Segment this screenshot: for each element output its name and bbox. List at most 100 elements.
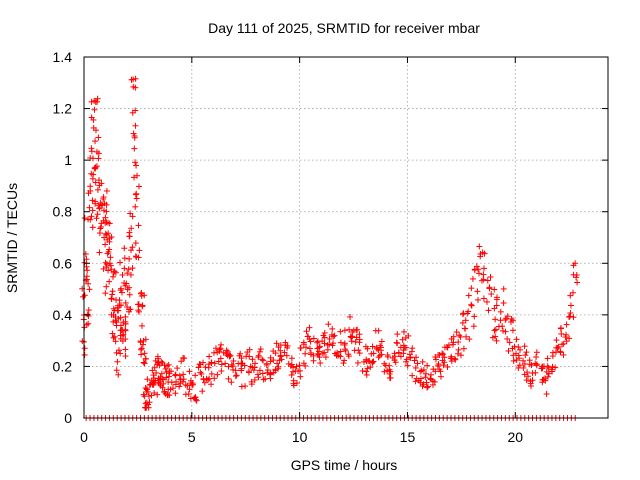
data-point [192, 396, 199, 403]
data-point [429, 381, 436, 388]
data-point [440, 362, 447, 369]
data-point [127, 247, 134, 254]
data-point [341, 357, 348, 364]
data-point [509, 327, 516, 334]
data-point [144, 376, 151, 383]
data-point [134, 172, 141, 179]
data-point [304, 333, 311, 340]
data-point [569, 289, 576, 296]
data-point [387, 374, 394, 381]
data-point [433, 356, 440, 363]
data-point [278, 356, 285, 363]
data-point [86, 286, 93, 293]
data-point [270, 348, 277, 355]
data-point [316, 343, 323, 350]
data-point [321, 329, 328, 336]
data-point [367, 364, 374, 371]
data-point [471, 266, 478, 273]
data-point [111, 333, 118, 340]
data-point [502, 328, 509, 335]
data-point [363, 371, 370, 378]
data-point [499, 323, 506, 330]
data-point [377, 342, 384, 349]
data-point [262, 375, 269, 382]
data-point [463, 333, 470, 340]
data-point [225, 375, 232, 382]
data-point [95, 150, 102, 157]
data-point [178, 358, 185, 365]
data-point [107, 262, 114, 269]
data-point [487, 273, 494, 280]
data-point [329, 342, 336, 349]
data-point [174, 365, 181, 372]
data-point [85, 307, 92, 314]
data-point [370, 358, 377, 365]
data-point [96, 249, 103, 256]
data-point [533, 354, 540, 361]
data-point [108, 295, 115, 302]
data-point [95, 155, 102, 162]
data-point [553, 337, 560, 344]
data-point [376, 352, 383, 359]
data-point [423, 379, 430, 386]
data-point [480, 265, 487, 272]
data-point [293, 363, 300, 370]
data-point [85, 320, 92, 327]
data-point [230, 357, 237, 364]
data-point [545, 370, 552, 377]
data-point [103, 187, 110, 194]
data-point [118, 302, 125, 309]
data-point [395, 349, 402, 356]
data-point [132, 107, 139, 114]
data-point [552, 364, 559, 371]
data-point [129, 244, 136, 251]
data-point [356, 336, 363, 343]
data-point [533, 349, 540, 356]
data-point [117, 314, 124, 321]
data-point [109, 288, 116, 295]
data-point [81, 215, 88, 222]
data-point [125, 308, 132, 315]
data-point [232, 367, 239, 374]
data-point [449, 341, 456, 348]
data-point [391, 357, 398, 364]
data-point [121, 255, 128, 262]
data-point [402, 344, 409, 351]
data-point [138, 345, 145, 352]
data-point [103, 261, 110, 268]
data-point [542, 377, 549, 384]
data-point [275, 363, 282, 370]
data-point [170, 385, 177, 392]
y-tick-label: 1.2 [53, 101, 73, 117]
data-point [98, 180, 105, 187]
data-point [566, 313, 573, 320]
data-point [483, 298, 490, 305]
data-point [491, 327, 498, 334]
data-point [325, 321, 332, 328]
x-axis-ticks: 0 5 10 15 20 [80, 57, 523, 445]
data-point [217, 345, 224, 352]
data-point [128, 225, 135, 232]
data-point [471, 313, 478, 320]
data-point [116, 259, 123, 266]
data-point [400, 328, 407, 335]
data-point [94, 211, 101, 218]
y-tick-label: 0.2 [53, 358, 73, 374]
data-point [306, 324, 313, 331]
data-point [159, 384, 166, 391]
data-point [412, 364, 419, 371]
x-tick-label: 20 [507, 429, 523, 445]
data-point [94, 186, 101, 193]
data-point [499, 327, 506, 334]
data-point [345, 353, 352, 360]
data-point [165, 373, 172, 380]
data-point [163, 369, 170, 376]
data-point [485, 307, 492, 314]
data-point [263, 361, 270, 368]
data-point [162, 365, 169, 372]
data-point [492, 316, 499, 323]
data-point [513, 336, 520, 343]
data-point [200, 359, 207, 366]
y-tick-label: 0.8 [53, 204, 73, 220]
